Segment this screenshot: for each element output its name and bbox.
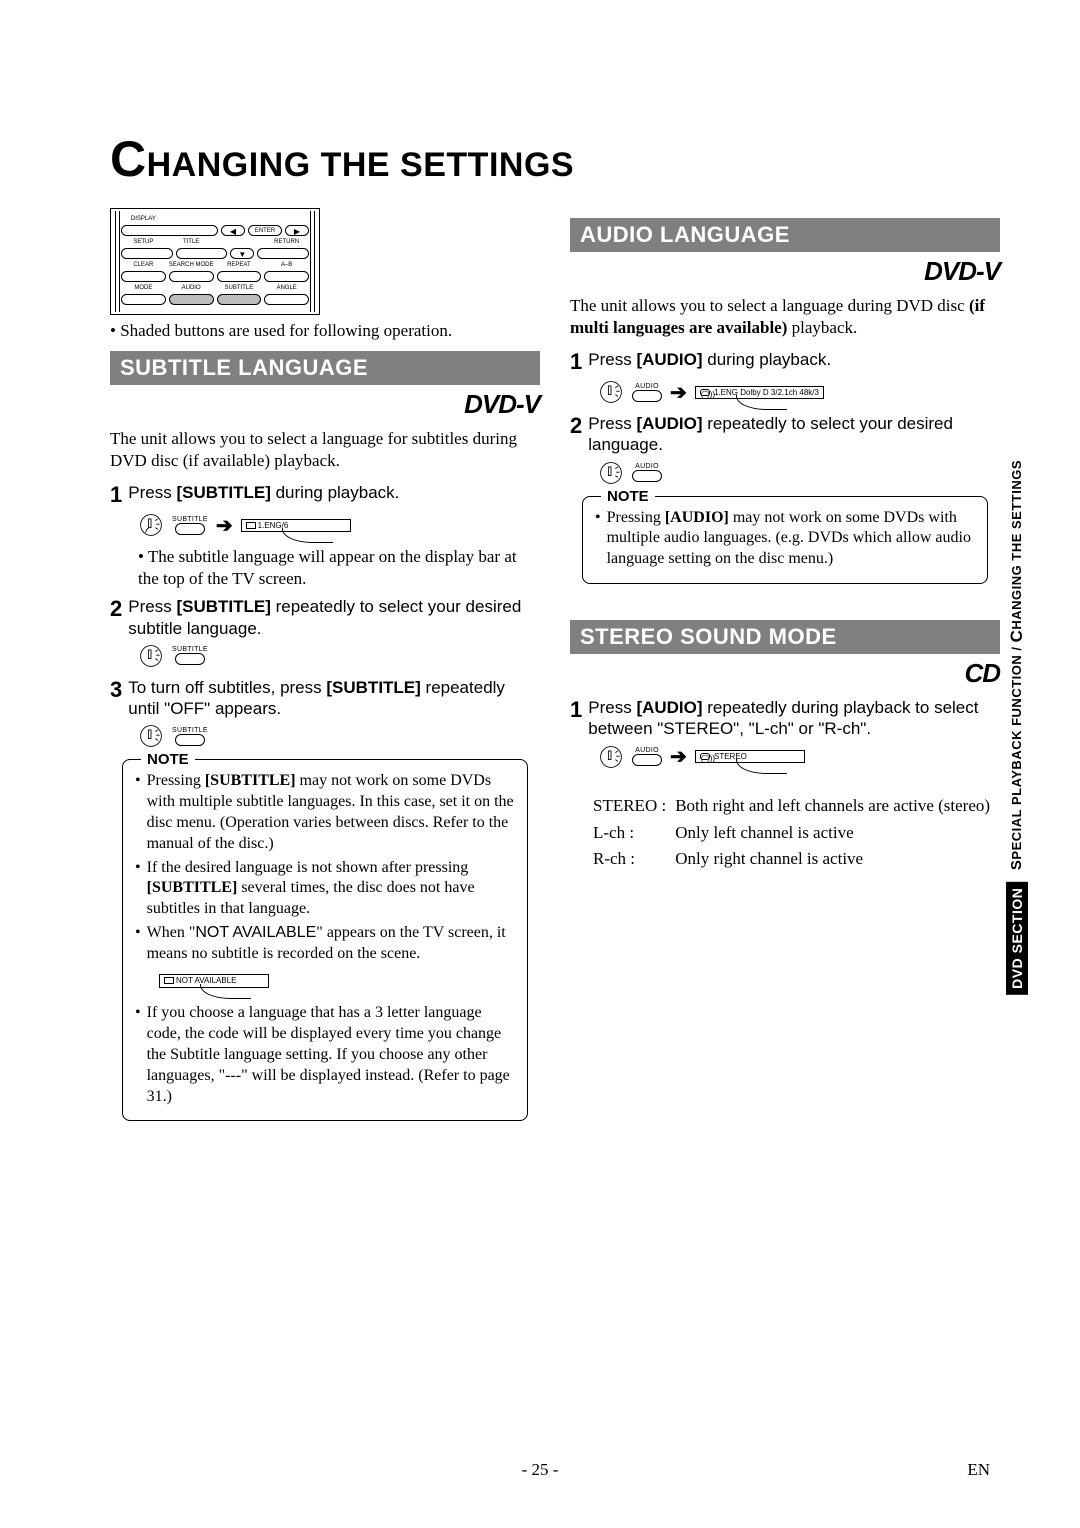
title-initial: C — [110, 131, 147, 187]
lang-code: EN — [967, 1460, 990, 1480]
audio-note-1: Pressing [AUDIO] may not work on some DV… — [607, 508, 975, 570]
subtitle-intro: The unit allows you to select a language… — [110, 428, 540, 472]
subtitle-note-2: If the desired language is not shown aft… — [147, 858, 515, 920]
stereo-heading: STEREO SOUND MODE — [570, 620, 1000, 654]
press-icon — [598, 744, 624, 770]
stereo-channels: STEREO :Both right and left channels are… — [590, 792, 1000, 875]
footer: - 25 - EN — [0, 1460, 1080, 1480]
arrow-icon: ➔ — [670, 380, 687, 405]
remote-diagram: DISPLAY ◀ ENTER ▶ SETUPTITLERETURN ▼ CLE… — [110, 208, 320, 315]
dvd-section-badge: DVD SECTION — [1006, 882, 1028, 995]
subtitle-note-4: If you choose a language that has a 3 le… — [147, 1003, 515, 1107]
press-icon — [598, 379, 624, 405]
audio-note-box: NOTE •Pressing [AUDIO] may not work on s… — [582, 496, 988, 584]
audio-step2: 2Press [AUDIO] repeatedly to select your… — [570, 413, 1000, 456]
subtitle-step1: 1 Press [SUBTITLE] during playback. — [110, 482, 540, 508]
note-title: NOTE — [601, 487, 655, 507]
subtitle-note-1: Pressing [SUBTITLE] may not work on some… — [147, 771, 515, 854]
subtitle-display: 1.ENG/6 — [241, 519, 351, 532]
subtitle-step3: 3 To turn off subtitles, press [SUBTITLE… — [110, 677, 540, 720]
press-icon — [598, 460, 624, 486]
cd-logo: CD — [570, 658, 1000, 689]
page-title: CHANGING THE SETTINGS — [110, 130, 1000, 188]
press-icon — [138, 723, 164, 749]
arrow-icon: ➔ — [216, 513, 233, 538]
not-available-display: NOT AVAILABLE — [159, 974, 269, 988]
audio-heading: AUDIO LANGUAGE — [570, 218, 1000, 252]
note-title: NOTE — [141, 750, 195, 770]
dvdv-logo: DVD-V — [570, 256, 1000, 287]
press-icon — [138, 512, 164, 538]
audio-step1: 1Press [AUDIO] during playback. — [570, 349, 1000, 375]
subtitle-heading: SUBTITLE LANGUAGE — [110, 351, 540, 385]
arrow-icon: ➔ — [670, 744, 687, 769]
stereo-step1: 1Press [AUDIO] repeatedly during playbac… — [570, 697, 1000, 740]
subtitle-note-box: NOTE •Pressing [SUBTITLE] may not work o… — [122, 759, 528, 1121]
press-icon — [138, 643, 164, 669]
title-rest: HANGING THE SETTINGS — [147, 146, 574, 184]
dvdv-logo: DVD-V — [110, 389, 540, 420]
stereo-display: ◯)) STEREO — [695, 750, 805, 763]
audio-intro: The unit allows you to select a language… — [570, 295, 1000, 339]
remote-caption: • Shaded buttons are used for following … — [110, 321, 540, 341]
side-tab: DVD SECTION SPECIAL PLAYBACK FUNCTION / … — [1006, 460, 1028, 995]
subtitle-step1-note: • The subtitle language will appear on t… — [138, 546, 540, 590]
audio-display: ◯)) 1.ENG Dolby D 3/2.1ch 48k/3 — [695, 386, 824, 399]
page-number: - 25 - — [522, 1460, 559, 1479]
subtitle-step2: 2 Press [SUBTITLE] repeatedly to select … — [110, 596, 540, 639]
subtitle-note-3: When "NOT AVAILABLE" appears on the TV s… — [147, 923, 515, 965]
